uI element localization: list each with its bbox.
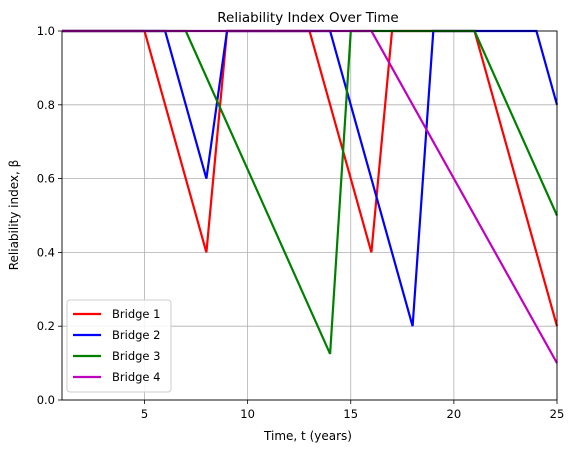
x-tick-label: 15 xyxy=(343,407,358,421)
legend-entries: Bridge 1 Bridge 2 Bridge 3 Bridge 4 xyxy=(73,307,160,384)
legend: Bridge 1 Bridge 2 Bridge 3 Bridge 4 xyxy=(66,299,172,393)
legend-label: Bridge 2 xyxy=(112,328,160,342)
y-tick-label: 1.0 xyxy=(37,24,55,38)
legend-label: Bridge 1 xyxy=(112,307,160,321)
x-tick-label: 25 xyxy=(550,407,565,421)
legend-box xyxy=(66,299,172,393)
y-tick-label: 0.8 xyxy=(37,98,55,112)
legend-label: Bridge 3 xyxy=(112,349,160,363)
plot-frame xyxy=(61,30,558,401)
y-tick-label: 0.0 xyxy=(37,393,55,407)
chart-title: Reliability Index Over Time xyxy=(217,10,399,26)
x-tick-label: 20 xyxy=(447,407,462,421)
x-axis-label: Time, t (years) xyxy=(263,429,352,443)
axis-ticks: 5 10 15 20 25 0.0 0.2 0.4 0.6 0.8 1.0 xyxy=(37,24,565,421)
y-tick-label: 0.6 xyxy=(37,172,55,186)
y-axis-label: Reliability index, β xyxy=(7,160,21,271)
legend-label: Bridge 4 xyxy=(112,370,160,384)
x-tick-label: 10 xyxy=(240,407,255,421)
x-tick-label: 5 xyxy=(141,407,148,421)
y-tick-label: 0.4 xyxy=(37,245,55,259)
y-tick-label: 0.2 xyxy=(37,319,55,333)
